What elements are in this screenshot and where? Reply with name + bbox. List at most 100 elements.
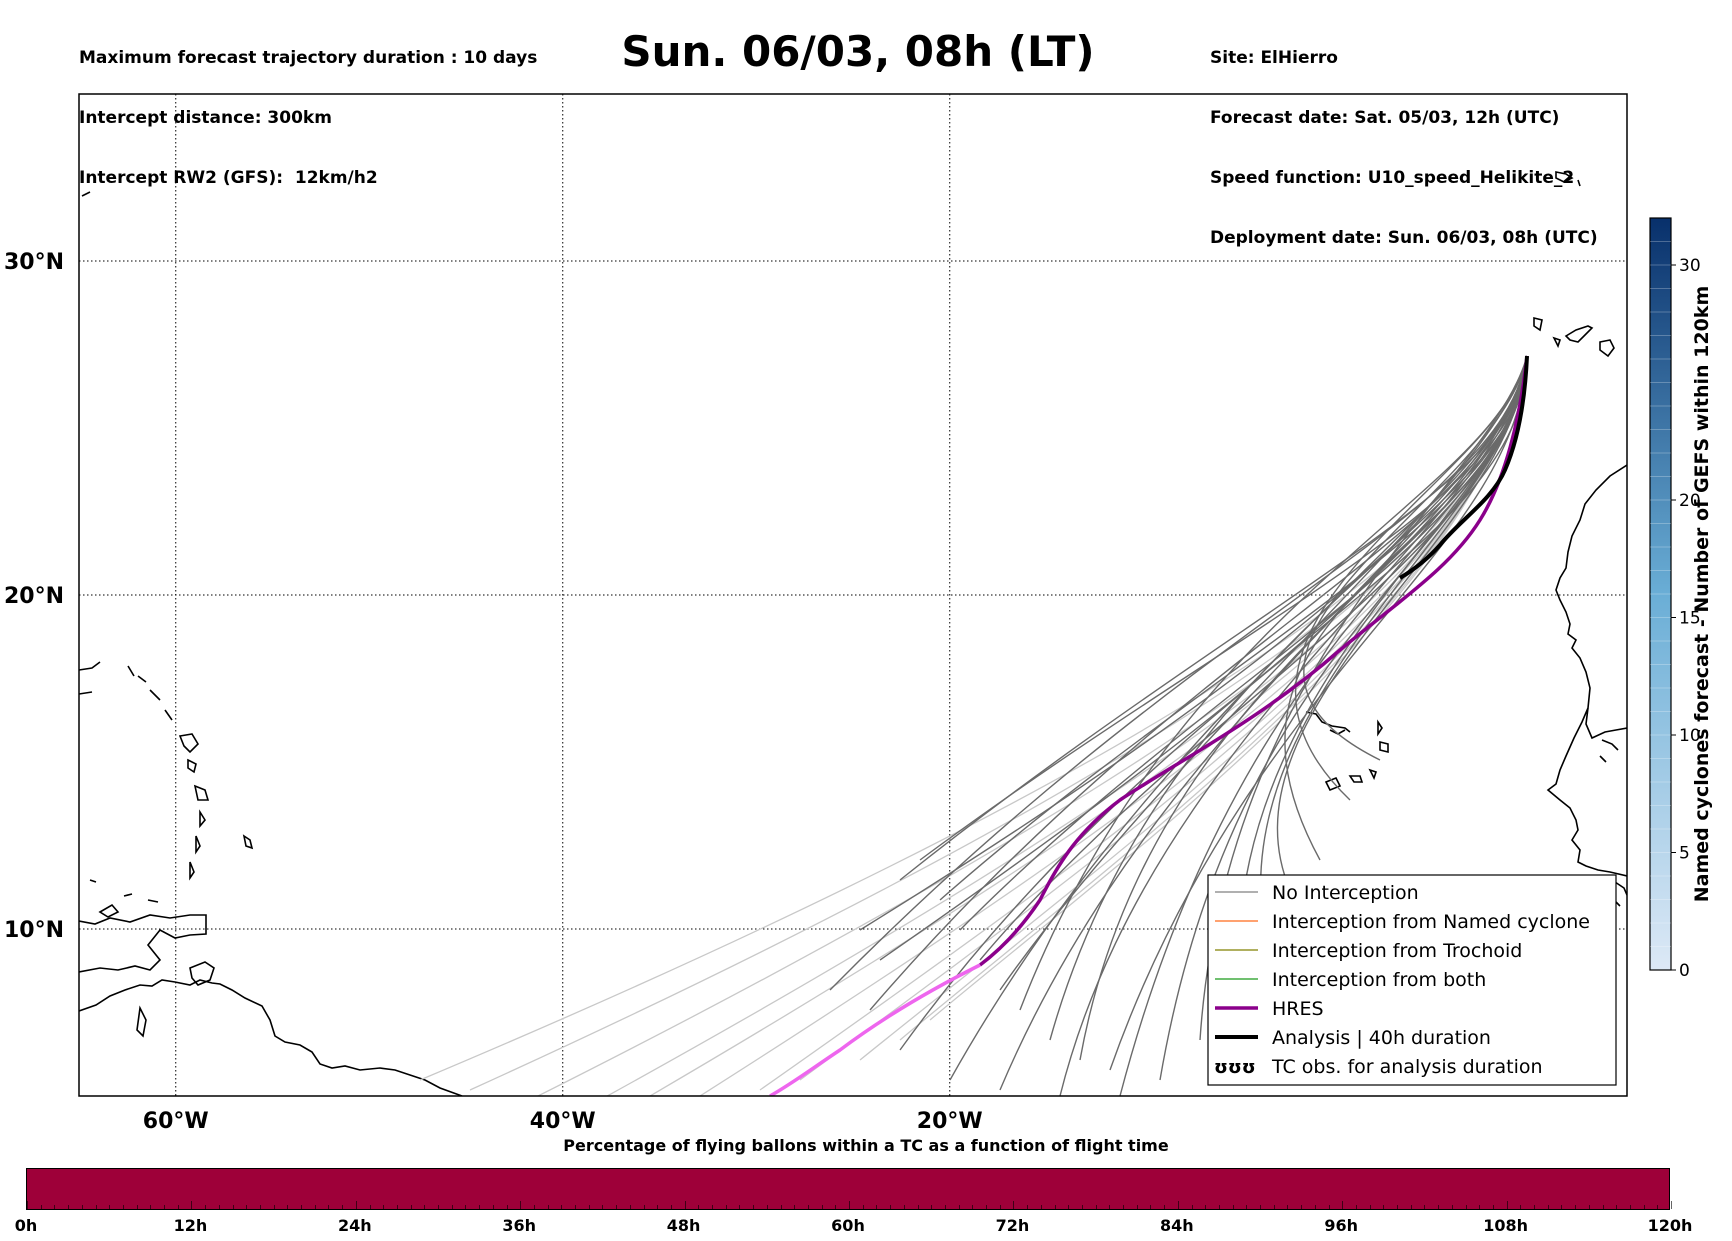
gauge-tick [794, 1205, 796, 1209]
coast-madeira [1555, 171, 1581, 187]
coast-canary-4 [1599, 339, 1615, 358]
coast-capeverde-4 [1324, 776, 1342, 792]
legend-label: Interception from Trochoid [1272, 940, 1522, 962]
gauge-tick [81, 1205, 83, 1209]
trajectory-no-interception [1294, 355, 1528, 801]
coast-south-america [79, 979, 463, 1096]
gauge-tick [424, 1205, 426, 1209]
header-line: Site: ElHierro [1210, 48, 1338, 68]
gauge-tick [205, 1205, 207, 1209]
gauge-tick [1260, 1205, 1261, 1209]
gauge-tick [1136, 1205, 1138, 1209]
gauge-tick [1602, 1205, 1604, 1209]
gauge-tick-label: 120h [1647, 1216, 1693, 1235]
gauge-tick [1109, 1205, 1111, 1209]
trajectory-hres [978, 355, 1529, 967]
trajectory-no-interception [959, 355, 1528, 931]
gauge-label: Percentage of flying ballons within a TC… [563, 1136, 1169, 1155]
colorbar-label: Named cyclones forecast - Number of GEFS… [1691, 286, 1713, 903]
gauge-tick [1588, 1205, 1590, 1209]
gauge-tick [657, 1205, 659, 1209]
gauge-tick [40, 1205, 42, 1209]
gauge-tick [287, 1205, 289, 1209]
coast-antilles-8 [89, 879, 159, 903]
gauge-tick [328, 1205, 330, 1209]
gauge-tick [1232, 1205, 1234, 1209]
gauge-tick [931, 1205, 933, 1209]
gauge-tick [561, 1205, 563, 1209]
header-line: Maximum forecast trajectory duration : 1… [79, 48, 538, 68]
gauge-tick-label: 48h [666, 1216, 701, 1235]
gauge-tick [232, 1205, 234, 1209]
coast-antilles-3 [178, 733, 200, 754]
gauge-tick [369, 1205, 371, 1209]
trajectory-no-interception [999, 355, 1528, 1091]
gauge-tick [1643, 1205, 1645, 1209]
trajectory-no-interception [979, 355, 1528, 961]
gauge-tick [109, 1205, 111, 1209]
gauge-tick [1205, 1205, 1207, 1209]
coast-antilles-2 [127, 665, 173, 721]
gauge-tick [1355, 1205, 1357, 1209]
gauge-tick [547, 1205, 549, 1209]
gauge-tick [1547, 1205, 1549, 1209]
gauge-tick [314, 1205, 316, 1209]
gauge-tick [1150, 1205, 1152, 1209]
trajectory-analysis [1398, 355, 1529, 580]
coast-capeverde-5 [1348, 775, 1364, 783]
gauge-tick [1301, 1205, 1303, 1209]
trajectory-no-interception [899, 355, 1528, 881]
colorbar-tick-label: 0 [1679, 961, 1690, 981]
gauge-tick [1191, 1205, 1193, 1209]
trajectory-hres-extension [769, 963, 981, 1096]
gauge-tick-label: 96h [1324, 1216, 1359, 1235]
gauge-tick-label: 12h [173, 1216, 208, 1235]
gauge-tick [1438, 1205, 1440, 1209]
gauge-tick [410, 1205, 412, 1209]
gauge-tick [191, 1201, 193, 1209]
trajectory-no-interception [1284, 355, 1528, 861]
trajectory-no-interception [1119, 355, 1528, 1096]
gauge-tick [301, 1205, 302, 1209]
gauge-tick [54, 1205, 56, 1209]
gauge-tick [712, 1205, 713, 1209]
gauge-tick [1013, 1201, 1015, 1209]
header-line: Speed function: U10_speed_Helikite_2 [1210, 168, 1575, 188]
trajectory-no-interception [899, 355, 1528, 1051]
coast-capeverde-3 [1379, 740, 1389, 754]
gauge-tick [821, 1205, 823, 1209]
gauge-tick [835, 1205, 837, 1209]
map-frame [78, 93, 1628, 1097]
trajectory-no-interception [1303, 355, 1528, 761]
gauge-tick [68, 1205, 70, 1209]
gauge-tick [986, 1205, 987, 1209]
gauge-tick-label: 84h [1159, 1216, 1194, 1235]
legend-label: No Interception [1272, 882, 1419, 904]
gauge-tick [438, 1205, 439, 1209]
gauge-tick [1068, 1205, 1070, 1209]
gauge-tick [1671, 1201, 1672, 1209]
gauge-tick-label: 0h [14, 1216, 38, 1235]
gauge-tick [1424, 1205, 1426, 1209]
colorbar: 0 5 10 15 20 30 Named cyclones forecast - Num… [1649, 217, 1713, 981]
header-line: Forecast date: Sat. 05/03, 12h (UTC) [1210, 108, 1560, 128]
coast-canary-3 [1564, 325, 1594, 343]
coastlines [79, 171, 1627, 1096]
gauge-tick [1397, 1205, 1398, 1209]
coast-africa-south [1546, 707, 1627, 877]
gauge-tick [1451, 1205, 1453, 1209]
gauge-tick [136, 1205, 138, 1209]
gauge-tick [1369, 1205, 1371, 1209]
gauge-tick [1534, 1205, 1535, 1209]
page-title: Sun. 06/03, 08h (LT) [0, 26, 1732, 78]
colorbar-tick-label: 15 [1679, 609, 1701, 629]
colorbar-tick-label: 20 [1679, 491, 1701, 511]
colorbar-tick-label: 30 [1679, 256, 1701, 276]
coast-antilles-1 [79, 661, 101, 695]
gauge-tick [999, 1205, 1001, 1209]
gauge-tick [1273, 1205, 1275, 1209]
gauge-tick [1383, 1205, 1385, 1209]
legend-label: Interception from Named cyclone [1272, 911, 1590, 933]
gauge-tick [1629, 1205, 1631, 1209]
gauge-tick [150, 1205, 152, 1209]
